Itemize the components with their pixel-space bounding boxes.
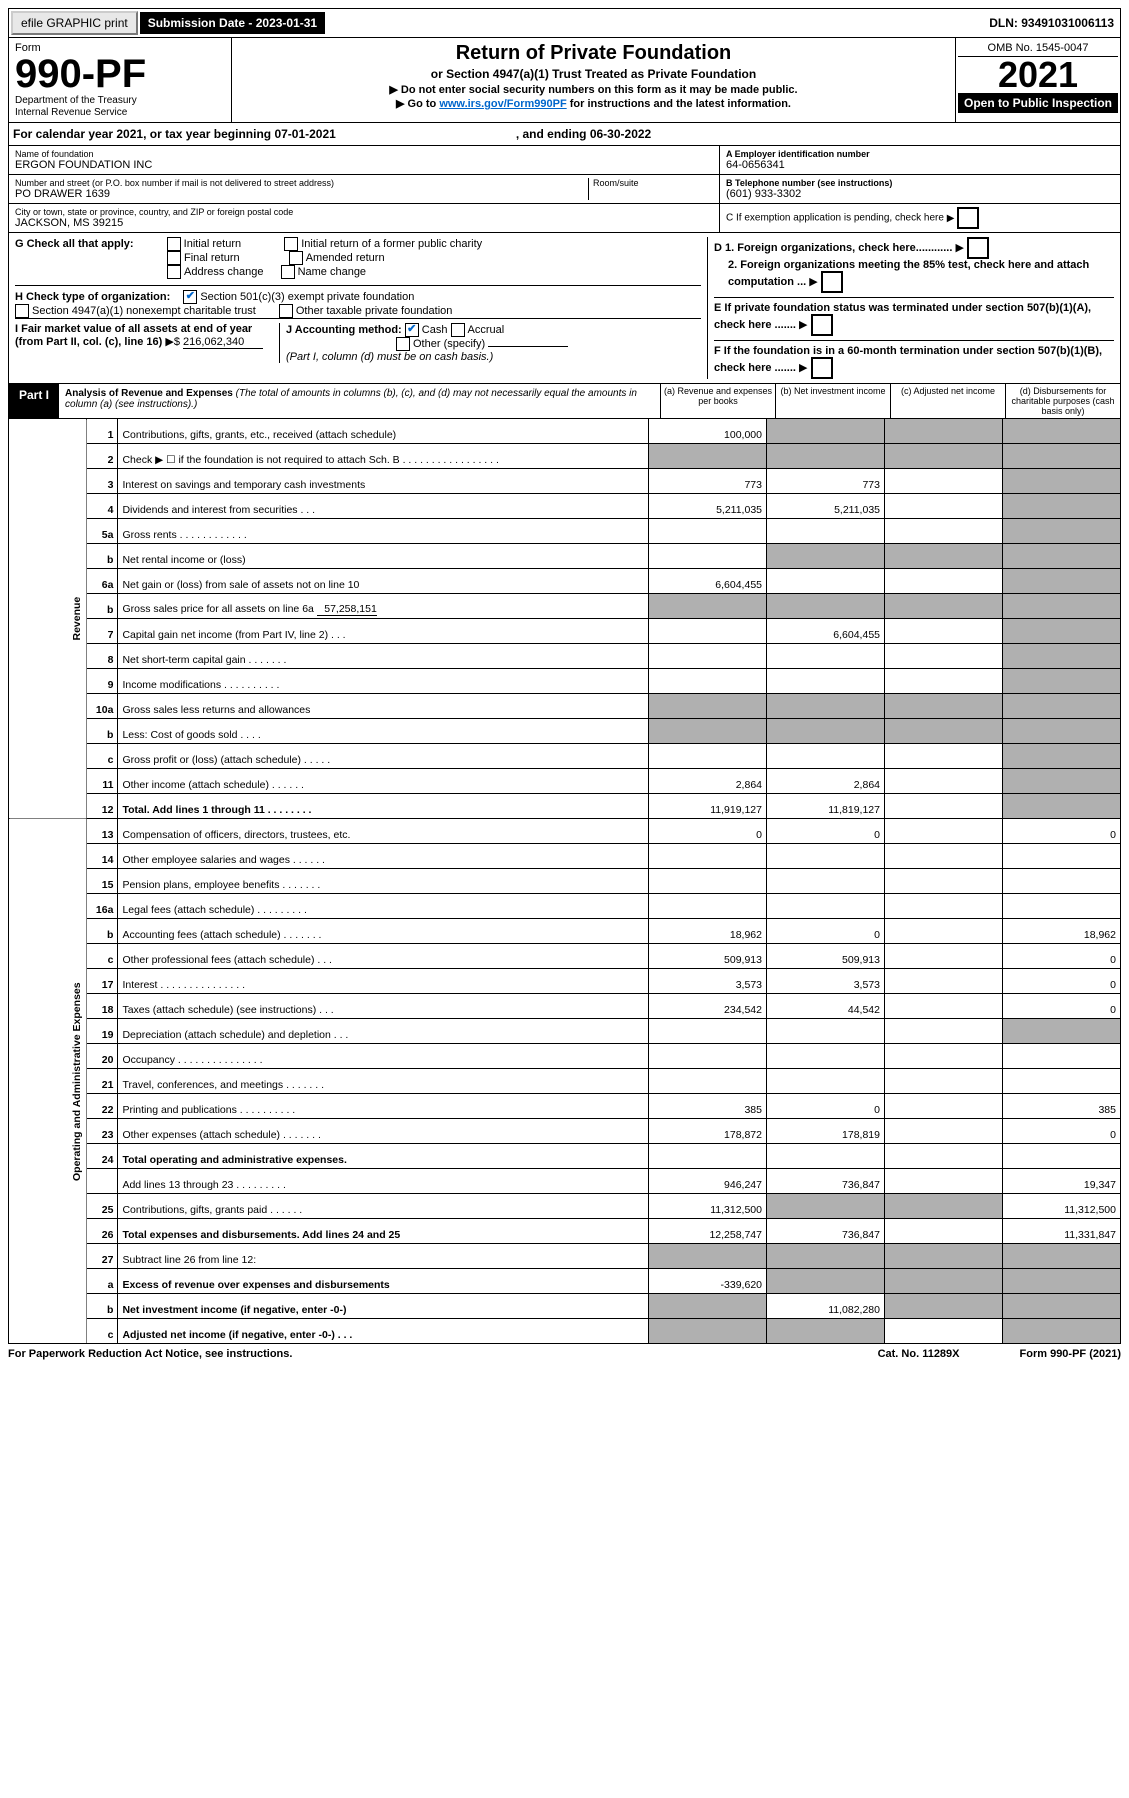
form-number: 990-PF: [15, 52, 146, 96]
table-row: 10aGross sales less returns and allowanc…: [9, 694, 1121, 719]
table-row: bNet investment income (if negative, ent…: [9, 1294, 1121, 1319]
table-row: 14Other employee salaries and wages . . …: [9, 844, 1121, 869]
table-row: Operating and Administrative Expenses13C…: [9, 819, 1121, 844]
footer: For Paperwork Reduction Act Notice, see …: [8, 1344, 1121, 1364]
table-row: 7Capital gain net income (from Part IV, …: [9, 619, 1121, 644]
table-row: 16aLegal fees (attach schedule) . . . . …: [9, 894, 1121, 919]
table-row: cAdjusted net income (if negative, enter…: [9, 1319, 1121, 1344]
table-row: cOther professional fees (attach schedul…: [9, 944, 1121, 969]
form-title: Return of Private Foundation: [236, 42, 951, 65]
open-to-public: Open to Public Inspection: [958, 93, 1118, 113]
table-row: 2Check ▶ ☐ if the foundation is not requ…: [9, 444, 1121, 469]
checkbox-c[interactable]: [957, 207, 979, 229]
table-row: 11Other income (attach schedule) . . . .…: [9, 769, 1121, 794]
table-row: bLess: Cost of goods sold . . . .: [9, 719, 1121, 744]
form-header: Form 990-PF Department of the Treasury I…: [8, 38, 1121, 123]
table-row: 19Depreciation (attach schedule) and dep…: [9, 1019, 1121, 1044]
table-row: 12Total. Add lines 1 through 11 . . . . …: [9, 794, 1121, 819]
table-row: bNet rental income or (loss): [9, 544, 1121, 569]
table-row: 6aNet gain or (loss) from sale of assets…: [9, 569, 1121, 594]
efile-button[interactable]: efile GRAPHIC print: [11, 11, 138, 35]
table-row: 9Income modifications . . . . . . . . . …: [9, 669, 1121, 694]
irs-label: Internal Revenue Service: [15, 107, 127, 118]
revenue-sidebar: Revenue: [9, 419, 87, 819]
part1-header: Part I Analysis of Revenue and Expenses …: [8, 384, 1121, 419]
table-row: 27Subtract line 26 from line 12:: [9, 1244, 1121, 1269]
table-row: 3Interest on savings and temporary cash …: [9, 469, 1121, 494]
part1-table: Revenue1Contributions, gifts, grants, et…: [8, 419, 1121, 1344]
tax-year: 2021: [958, 57, 1118, 93]
table-row: 4Dividends and interest from securities …: [9, 494, 1121, 519]
table-row: bAccounting fees (attach schedule) . . .…: [9, 919, 1121, 944]
table-row: 22Printing and publications . . . . . . …: [9, 1094, 1121, 1119]
ssn-warning: ▶ Do not enter social security numbers o…: [236, 83, 951, 96]
dln: DLN: 93491031006113: [983, 14, 1120, 32]
submission-date: Submission Date - 2023-01-31: [140, 12, 325, 34]
table-row: 23Other expenses (attach schedule) . . .…: [9, 1119, 1121, 1144]
table-row: cGross profit or (loss) (attach schedule…: [9, 744, 1121, 769]
table-row: 8Net short-term capital gain . . . . . .…: [9, 644, 1121, 669]
table-row: 26Total expenses and disbursements. Add …: [9, 1219, 1121, 1244]
table-row: 20Occupancy . . . . . . . . . . . . . . …: [9, 1044, 1121, 1069]
identity-grid: Name of foundationERGON FOUNDATION INC N…: [8, 146, 1121, 233]
table-row: 24Total operating and administrative exp…: [9, 1144, 1121, 1169]
expenses-sidebar: Operating and Administrative Expenses: [9, 819, 87, 1344]
table-row: 25Contributions, gifts, grants paid . . …: [9, 1194, 1121, 1219]
dept-treasury: Department of the Treasury: [15, 95, 137, 106]
table-row: 17Interest . . . . . . . . . . . . . . .…: [9, 969, 1121, 994]
table-row: aExcess of revenue over expenses and dis…: [9, 1269, 1121, 1294]
instructions-link[interactable]: www.irs.gov/Form990PF: [439, 98, 566, 110]
table-row: Revenue1Contributions, gifts, grants, et…: [9, 419, 1121, 444]
table-row: bGross sales price for all assets on lin…: [9, 594, 1121, 619]
calendar-year-row: For calendar year 2021, or tax year begi…: [8, 123, 1121, 146]
table-row: 21Travel, conferences, and meetings . . …: [9, 1069, 1121, 1094]
form-subtitle: or Section 4947(a)(1) Trust Treated as P…: [236, 67, 951, 81]
table-row: 15Pension plans, employee benefits . . .…: [9, 869, 1121, 894]
table-row: 5aGross rents . . . . . . . . . . . .: [9, 519, 1121, 544]
table-row: 18Taxes (attach schedule) (see instructi…: [9, 994, 1121, 1019]
top-bar: efile GRAPHIC print Submission Date - 20…: [8, 8, 1121, 38]
section-g-h-i-j: G Check all that apply: Initial return I…: [8, 233, 1121, 384]
table-row: Add lines 13 through 23 . . . . . . . . …: [9, 1169, 1121, 1194]
